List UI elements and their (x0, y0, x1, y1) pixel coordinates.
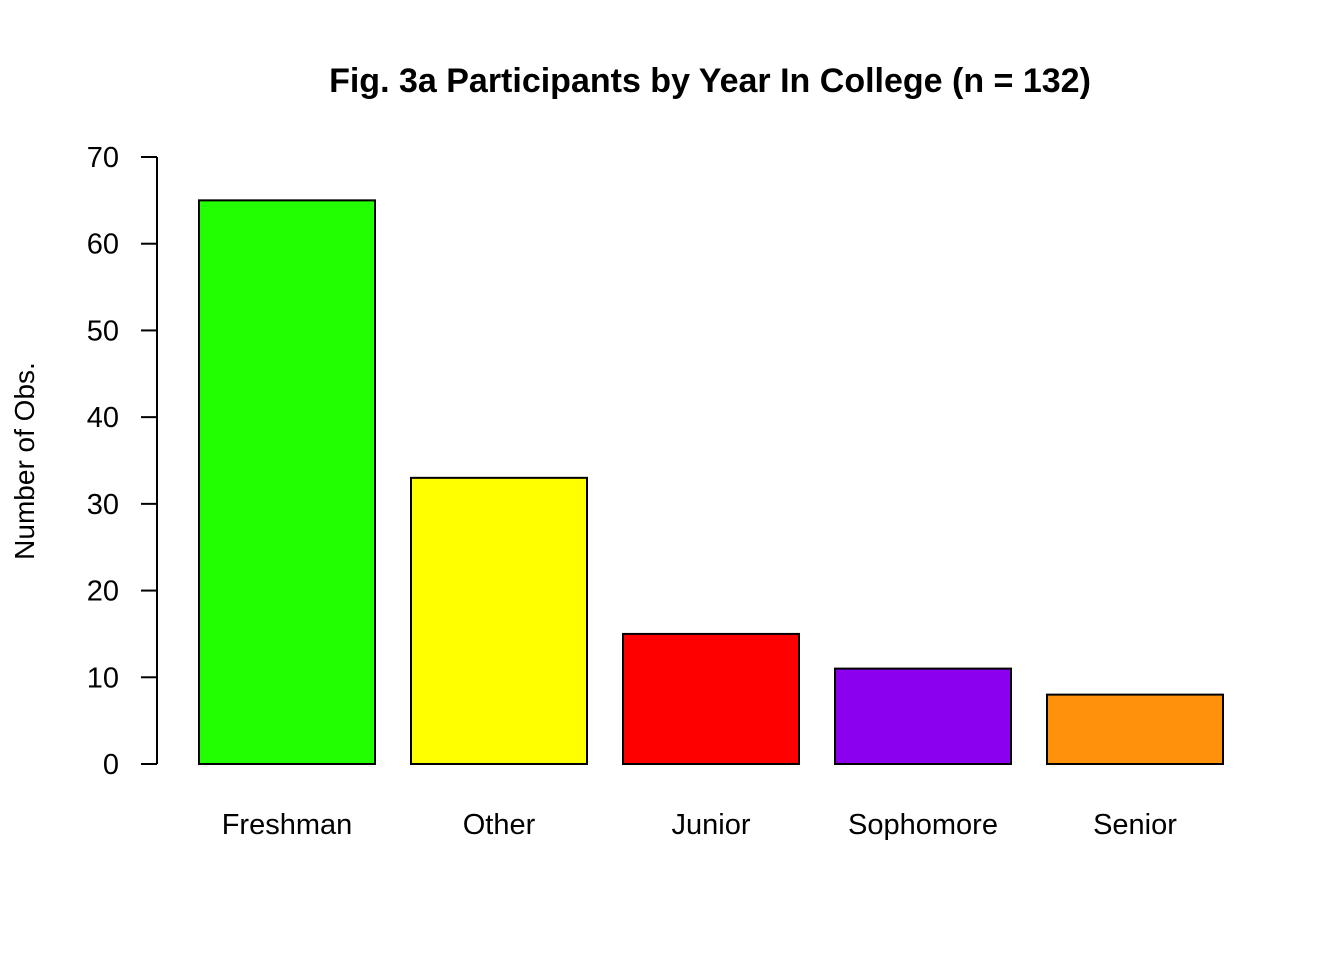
x-category-label: Other (463, 809, 536, 841)
y-tick-label: 40 (87, 402, 119, 434)
chart-title: Fig. 3a Participants by Year In College … (329, 62, 1091, 100)
y-tick-label: 10 (87, 662, 119, 694)
bar-sophomore (834, 667, 1012, 765)
bar-other (410, 476, 588, 765)
x-category-label: Freshman (222, 809, 353, 841)
bar-freshman (198, 199, 376, 766)
y-tick-label: 20 (87, 576, 119, 608)
y-tick-label: 30 (87, 489, 119, 521)
x-category-label: Sophomore (848, 809, 998, 841)
y-axis: 0 10 20 30 40 50 60 70 (87, 142, 158, 781)
bars-group (198, 199, 1224, 766)
y-tick-label: 0 (103, 749, 119, 781)
y-axis-label: Number of Obs. (9, 362, 40, 560)
bar-junior (622, 632, 800, 766)
y-tick-label: 60 (87, 229, 119, 261)
y-tick-label: 70 (87, 142, 119, 174)
x-category-label: Senior (1093, 809, 1177, 841)
x-category-label: Junior (672, 809, 751, 841)
bar-senior (1046, 693, 1224, 766)
y-tick-label: 50 (87, 315, 119, 347)
x-axis-category-labels: Freshman Other Junior Sophomore Senior (222, 809, 1178, 841)
